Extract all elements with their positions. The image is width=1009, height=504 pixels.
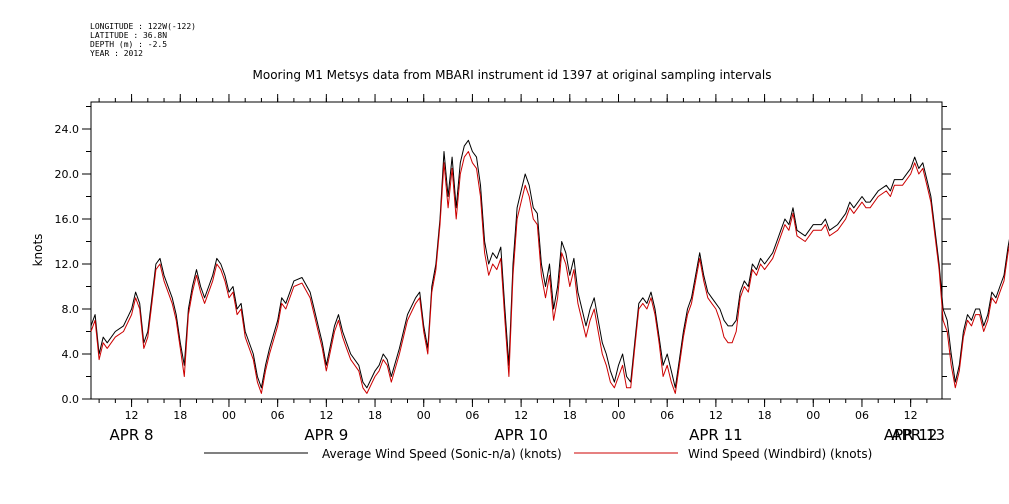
x-day-label: APR 12 — [884, 426, 938, 444]
x-day-label: APR 8 — [110, 426, 154, 444]
x-hour-tick-label: 06 — [855, 409, 869, 422]
legend-label-1: Wind Speed (Windbird) (knots) — [688, 447, 872, 461]
x-hour-tick-label: 18 — [173, 409, 187, 422]
x-hour-tick-label: 00 — [806, 409, 820, 422]
axis-ticks: 12 18 00 06 12 18 00 06 12 18 00 06 12 18 00 06 12 APR 8 A… — [55, 94, 951, 444]
y-axis-label: knots — [31, 234, 45, 267]
x-day-label: APR 11 — [689, 426, 743, 444]
meta-longitude: LONGITUDE : 122W(-122) — [90, 22, 196, 31]
legend-label-0: Average Wind Speed (Sonic-n/a) (knots) — [322, 447, 562, 461]
x-hour-tick-label: 06 — [271, 409, 285, 422]
y-tick-label: 4.0 — [62, 348, 80, 361]
x-hour-tick-label: 00 — [417, 409, 431, 422]
meta-latitude: LATITUDE : 36.8N — [90, 31, 168, 40]
y-tick-label: 12.0 — [55, 258, 80, 271]
series-line-0 — [90, 139, 1009, 389]
x-hour-tick-label: 12 — [319, 409, 333, 422]
legend: Average Wind Speed (Sonic-n/a) (knots) Wi… — [204, 447, 872, 461]
x-day-label: APR 9 — [304, 426, 348, 444]
x-hour-tick-label: 00 — [612, 409, 626, 422]
x-hour-tick-label: 06 — [660, 409, 674, 422]
y-tick-label: 16.0 — [55, 213, 80, 226]
x-day-label: APR 10 — [494, 426, 548, 444]
x-hour-tick-label: 18 — [563, 409, 577, 422]
series-line-1 — [90, 151, 1009, 394]
x-hour-tick-label: 18 — [368, 409, 382, 422]
x-day-label: APR 13 — [891, 426, 945, 444]
x-hour-tick-label: 12 — [904, 409, 918, 422]
x-hour-tick-label: 00 — [222, 409, 236, 422]
series-lines — [90, 139, 1009, 394]
y-tick-label: 0.0 — [62, 393, 80, 406]
x-hour-tick-label: 12 — [125, 409, 139, 422]
x-hour-tick-label: 12 — [514, 409, 528, 422]
meta-depth: DEPTH (m) : -2.5 — [90, 40, 168, 49]
y-tick-label: 24.0 — [55, 123, 80, 136]
meta-year: YEAR : 2012 — [90, 49, 143, 58]
x-hour-tick-label: 18 — [758, 409, 772, 422]
x-hour-tick-label: 06 — [465, 409, 479, 422]
chart-title: Mooring M1 Metsys data from MBARI instru… — [253, 68, 772, 82]
y-tick-label: 20.0 — [55, 168, 80, 181]
y-tick-label: 8.0 — [62, 303, 80, 316]
x-hour-tick-label: 12 — [709, 409, 723, 422]
plot-frame — [90, 101, 943, 400]
